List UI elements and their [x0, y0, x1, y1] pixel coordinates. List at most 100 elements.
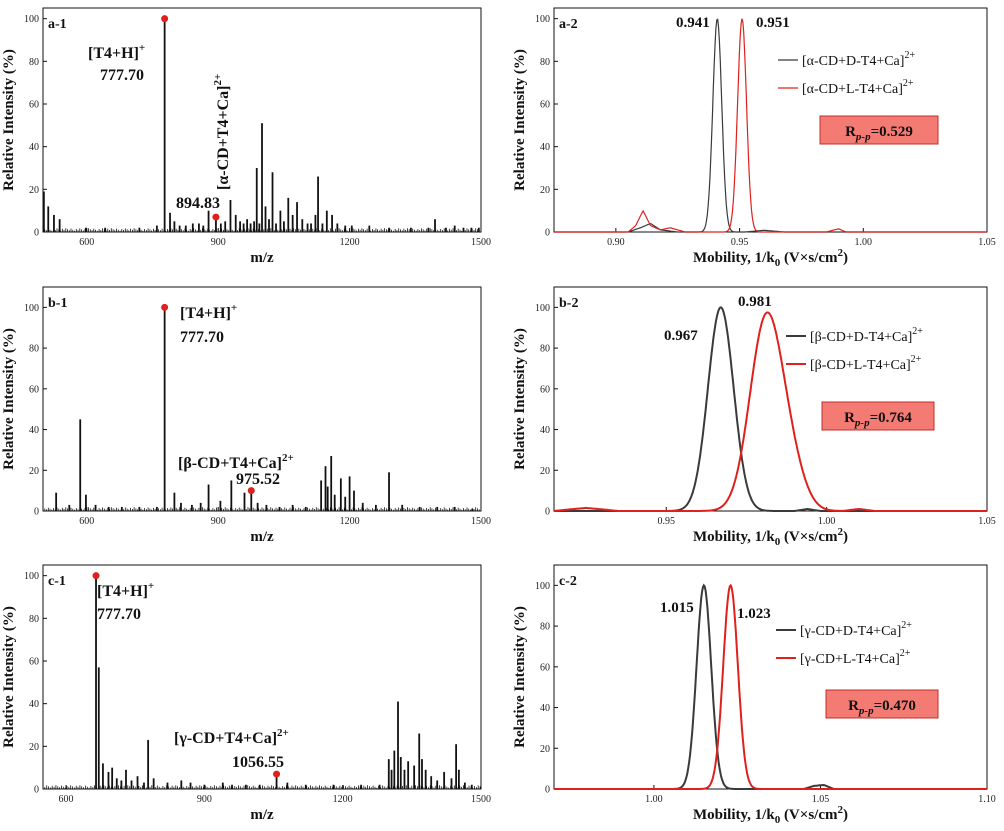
ion-label-t4h: [T4+H]+: [180, 302, 237, 322]
x-axis-label: Mobility, 1/k0 (V×s/cm2): [693, 526, 848, 548]
ion-label-complex: [γ-CD+T4+Ca]2+: [174, 727, 289, 747]
y-tick-label: 60: [540, 100, 550, 111]
y-tick-label: 20: [540, 185, 550, 196]
y-axis-label: Relative Intensity (%): [1, 606, 17, 748]
y-tick-label: 0: [34, 228, 39, 239]
y-tick-label: 40: [29, 142, 39, 153]
y-tick-label: 100: [535, 303, 550, 314]
panel-c-1: 0 20 40 60 80 100 600 900 1200 1500 Relative Inten…: [1, 564, 491, 823]
y-tick-label: 80: [540, 622, 550, 633]
y-tick-label: 60: [29, 657, 39, 668]
resolution-value: Rp-p=0.529: [845, 124, 913, 143]
peak-marker: [161, 15, 169, 23]
y-tick-label: 40: [29, 425, 39, 436]
mobility-trace-l: [553, 311, 987, 512]
y-tick-label: 100: [24, 303, 39, 314]
y-tick-label: 100: [24, 571, 39, 582]
panel-label: a-2: [559, 17, 578, 32]
legend-entry: [β-CD+L-T4+Ca]2+: [810, 354, 922, 373]
y-axis-label: Relative Intensity (%): [1, 328, 17, 470]
y-tick-label: 40: [540, 142, 550, 153]
y-tick-label: 60: [29, 384, 39, 395]
resolution-box: [825, 689, 939, 719]
y-tick-label: 0: [545, 228, 550, 239]
y-tick-label: 80: [29, 57, 39, 68]
y-tick-label: 0: [545, 507, 550, 518]
peak-marker: [273, 770, 281, 778]
peak-value-label: 0.941: [676, 15, 710, 31]
legend-entry: [γ-CD+L-T4+Ca]2+: [800, 648, 911, 667]
mobility-trace-l: [554, 18, 987, 233]
mz-label-complex: 894.83: [176, 195, 220, 212]
legend-entry: [α-CD+D-T4+Ca]2+: [802, 50, 915, 69]
resolution-box: [821, 401, 935, 431]
y-tick-label: 20: [29, 742, 39, 753]
x-tick-label: 1.05: [978, 516, 996, 527]
panel-label: a-1: [48, 17, 67, 32]
x-tick-label: 600: [79, 237, 94, 248]
peak-value-label: 0.981: [738, 294, 772, 310]
y-tick-label: 40: [29, 699, 39, 710]
y-tick-label: 60: [540, 384, 550, 395]
y-tick-label: 80: [29, 614, 39, 625]
x-tick-label: 1.05: [812, 794, 830, 805]
peak-marker: [92, 572, 100, 580]
y-tick-label: 20: [540, 744, 550, 755]
resolution-value: Rp-p=0.764: [844, 410, 912, 429]
resolution-value: Rp-p=0.470: [848, 698, 916, 717]
y-tick-label: 100: [24, 14, 39, 25]
y-tick-label: 20: [29, 466, 39, 477]
y-tick-label: 80: [540, 57, 550, 68]
peak-marker: [161, 303, 169, 311]
peak-marker: [247, 487, 255, 495]
x-tick-label: 900: [211, 516, 226, 527]
panel-label: c-2: [559, 574, 577, 589]
legend-entry: [α-CD+L-T4+Ca]2+: [802, 78, 914, 97]
ion-label-t4h: [T4+H]+: [97, 580, 154, 600]
peak-value-label: 0.951: [756, 15, 790, 31]
panel-label: b-2: [559, 296, 578, 311]
y-tick-label: 40: [540, 425, 550, 436]
panel-a-2: 0 20 40 60 80 100 0.90 0.95 1.00 1.05 Relative Int…: [512, 7, 996, 269]
mz-label-complex: 1056.55: [232, 754, 284, 771]
mz-label-primary: 777.70: [180, 329, 224, 346]
plot-frame: [553, 564, 988, 790]
y-tick-label: 100: [535, 581, 550, 592]
x-tick-label: 1200: [340, 516, 360, 527]
x-tick-label: 1.05: [978, 237, 996, 248]
y-tick-label: 0: [545, 785, 550, 796]
y-axis-label: Relative Intensity (%): [1, 49, 17, 191]
x-axis-label: Mobility, 1/k0 (V×s/cm2): [693, 804, 848, 826]
x-tick-label: 900: [211, 237, 226, 248]
x-tick-label: 1200: [340, 237, 360, 248]
peak-value-label: 1.023: [737, 606, 771, 622]
peak-marker: [212, 213, 220, 221]
x-tick-label: 1.00: [818, 516, 836, 527]
y-axis-label: Relative Intensity (%): [512, 328, 528, 470]
plot-frame: [553, 286, 988, 512]
plot-frame: [42, 564, 482, 790]
x-tick-label: 1500: [471, 794, 491, 805]
legend-entry: [γ-CD+D-T4+Ca]2+: [800, 620, 912, 639]
y-tick-label: 20: [29, 185, 39, 196]
peak-value-label: 0.967: [664, 328, 698, 344]
x-tick-label: 1200: [333, 794, 353, 805]
y-axis-label: Relative Intensity (%): [512, 606, 528, 748]
panel-a-1: 0 20 40 60 80 100 600 900 1200 1500 Relative Inten…: [1, 7, 491, 266]
peak-value-label: 1.015: [660, 600, 694, 616]
panel-b-1: 0 20 40 60 80 100 600 900 1200 1500 Relative Inten…: [1, 286, 491, 545]
y-tick-label: 60: [29, 100, 39, 111]
mobility-trace-l: [554, 583, 987, 790]
y-tick-label: 40: [540, 703, 550, 714]
x-tick-label: 600: [79, 516, 94, 527]
x-tick-label: 0.95: [658, 516, 676, 527]
x-axis-label: Mobility, 1/k0 (V×s/cm2): [693, 247, 848, 269]
x-tick-label: 0.90: [607, 237, 625, 248]
x-tick-label: 1.10: [978, 794, 996, 805]
x-tick-label: 1500: [471, 516, 491, 527]
y-tick-label: 20: [540, 466, 550, 477]
panel-label: c-1: [48, 574, 66, 589]
x-tick-label: 600: [59, 794, 74, 805]
y-tick-label: 60: [540, 662, 550, 673]
